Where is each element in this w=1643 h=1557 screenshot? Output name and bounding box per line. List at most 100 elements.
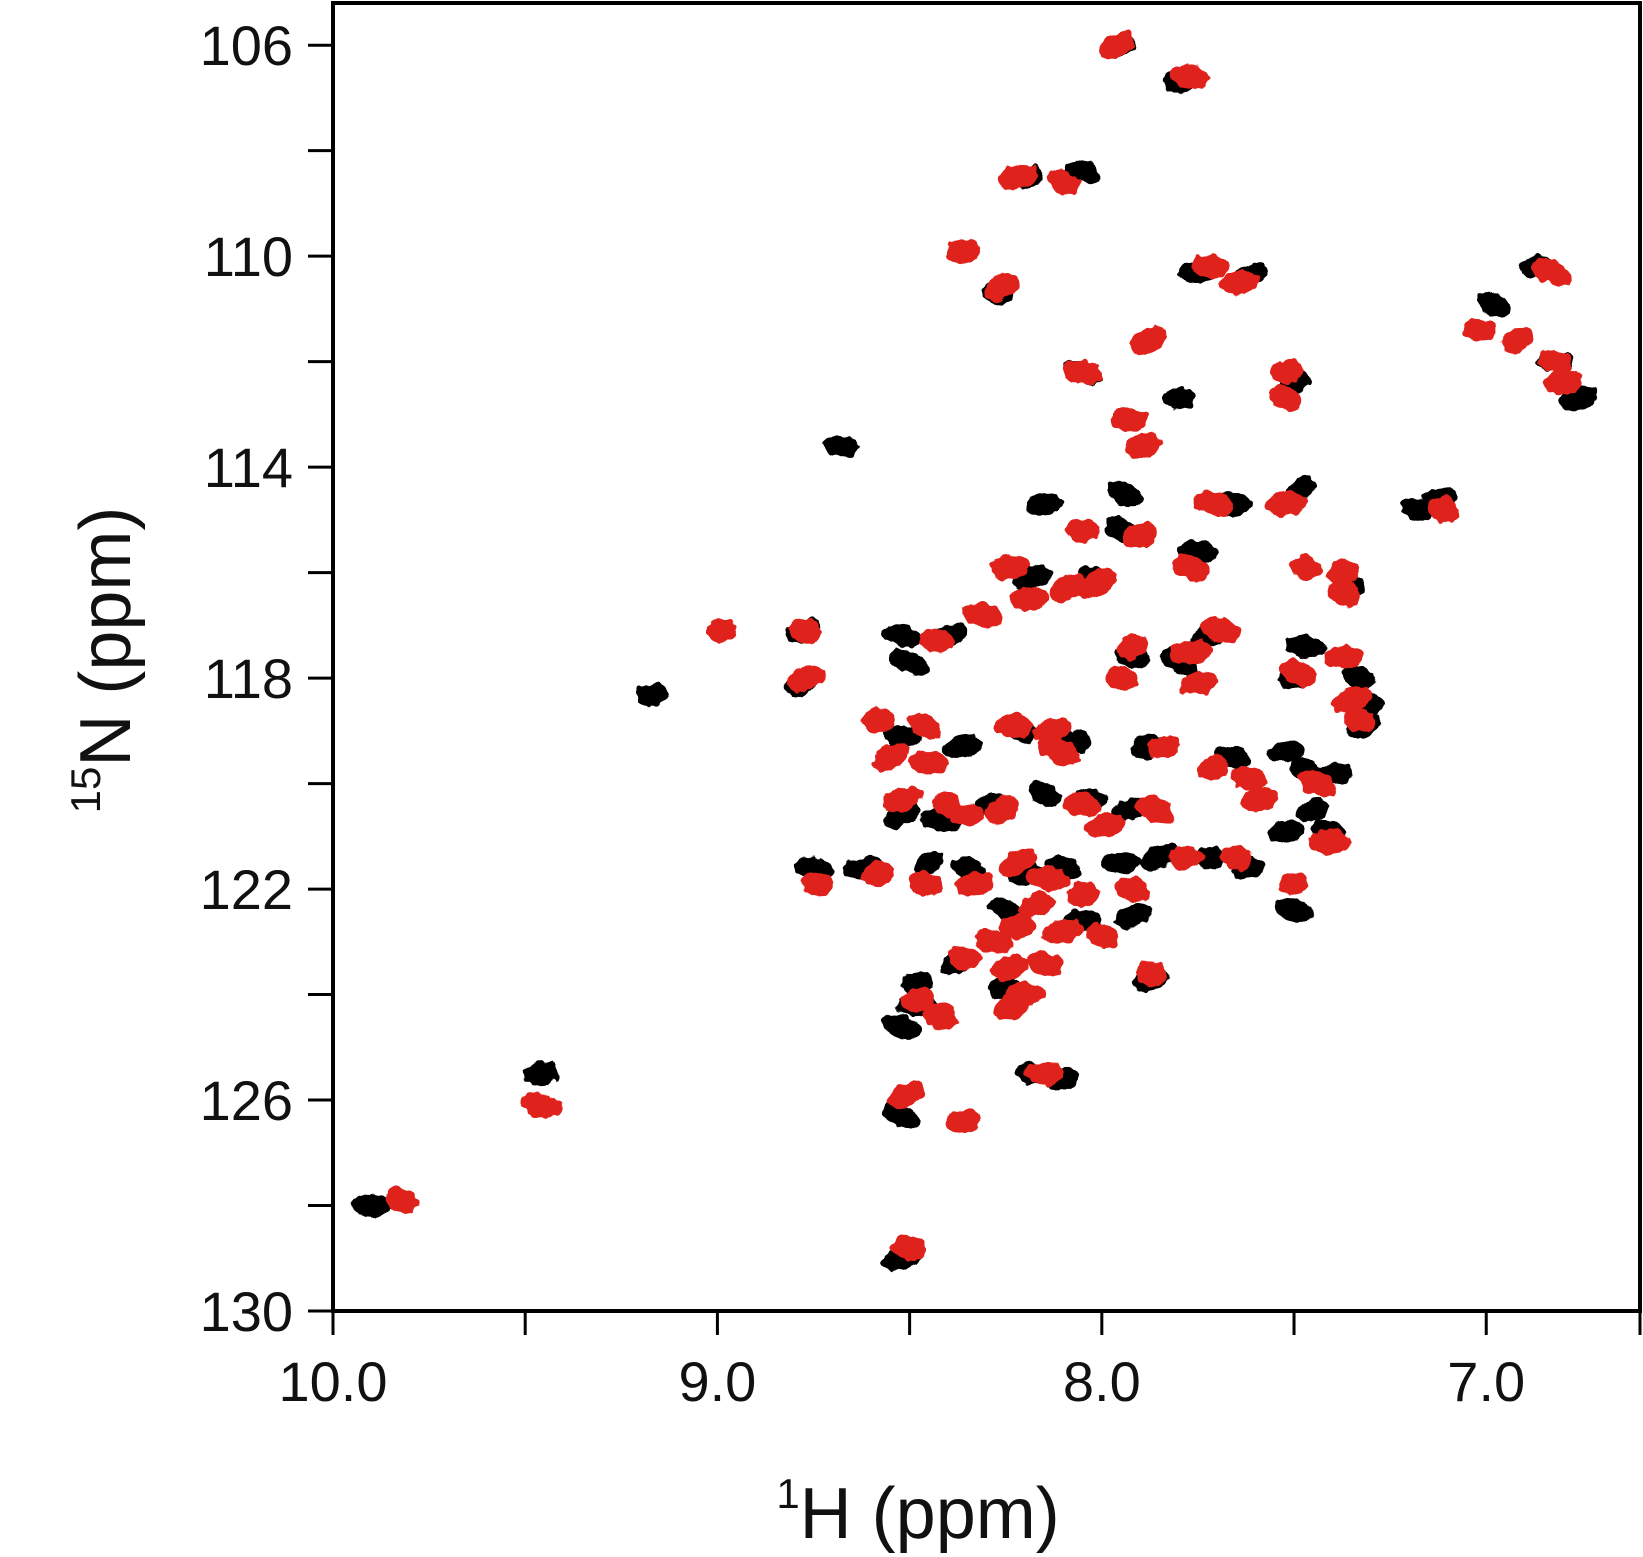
- peak-point: [1085, 813, 1126, 839]
- peak-point: [992, 955, 1028, 981]
- peak-point: [994, 990, 1033, 1020]
- y-tick-label: 118: [204, 647, 293, 710]
- peak-point: [1135, 961, 1168, 986]
- peak-point: [1190, 254, 1229, 280]
- peak-point: [1537, 348, 1573, 375]
- peak-point: [923, 1002, 958, 1029]
- peak-point: [946, 945, 981, 970]
- peak-point: [1279, 659, 1316, 687]
- peak-point: [1298, 769, 1336, 798]
- peak-point: [984, 274, 1019, 302]
- peak-point: [1110, 407, 1147, 432]
- peak-point: [1324, 644, 1364, 670]
- peak-point: [1048, 574, 1087, 602]
- peak-point: [1273, 897, 1315, 923]
- x-axis-title: 1H (ppm): [776, 1470, 1059, 1554]
- peak-point: [351, 1194, 392, 1217]
- peak-point: [1267, 819, 1306, 843]
- peak-point: [950, 803, 985, 828]
- peak-point: [1180, 671, 1216, 696]
- peaks-layer: [351, 31, 1598, 1271]
- peak-point: [1027, 866, 1069, 891]
- peak-point: [913, 850, 944, 876]
- peak-point: [1018, 891, 1055, 919]
- peak-point: [1065, 518, 1100, 543]
- peak-point: [1169, 639, 1212, 664]
- peak-point: [1117, 633, 1148, 660]
- peak-point: [1135, 795, 1176, 825]
- y-tick-label: 110: [204, 225, 293, 288]
- peak-point: [989, 555, 1030, 580]
- peak-point: [999, 913, 1036, 939]
- peak-point: [886, 1081, 925, 1109]
- peak-point: [1326, 580, 1362, 607]
- peak-point: [822, 434, 859, 458]
- peak-point: [1289, 555, 1322, 580]
- y-tick-label: 130: [200, 1280, 293, 1343]
- peak-point: [1500, 327, 1534, 354]
- peak-point: [789, 617, 822, 644]
- y-axis-title-superscript: 15: [62, 767, 109, 814]
- peak-point: [1544, 370, 1583, 395]
- peak-point: [918, 629, 955, 654]
- peak-point: [946, 238, 981, 263]
- peak-point: [1220, 270, 1260, 295]
- peak-point: [1240, 787, 1279, 812]
- peak-point: [881, 786, 923, 813]
- y-tick-label: 122: [200, 858, 293, 921]
- peak-point: [1147, 734, 1180, 759]
- peak-point: [882, 1013, 921, 1039]
- peak-point: [956, 871, 994, 896]
- peak-point: [1307, 829, 1350, 854]
- peak-point: [998, 848, 1036, 878]
- x-tick-label: 10.0: [279, 1350, 388, 1413]
- peak-point: [1162, 387, 1195, 410]
- peak-point: [787, 665, 825, 691]
- y-axis-title-text: N (ppm): [66, 507, 146, 767]
- x-tick-label: 8.0: [1063, 1350, 1141, 1413]
- peak-point: [1042, 918, 1085, 944]
- y-tick-label: 106: [200, 14, 293, 77]
- peak-point: [1104, 665, 1138, 691]
- y-axis-ticks: 106 110 114 118 122 126 130: [200, 14, 333, 1343]
- peak-point: [996, 164, 1038, 190]
- peak-point: [1278, 871, 1310, 897]
- peak-point: [889, 649, 930, 676]
- peak-point: [974, 929, 1014, 955]
- peak-point: [1101, 851, 1141, 874]
- peak-point: [962, 602, 1004, 628]
- peak-point: [1171, 554, 1209, 581]
- peak-point: [1269, 385, 1303, 412]
- peak-point: [984, 796, 1019, 824]
- peak-point: [1122, 522, 1158, 549]
- peak-point: [520, 1092, 562, 1119]
- peak-point: [1428, 496, 1460, 523]
- x-tick-label: 9.0: [678, 1350, 756, 1413]
- peak-point: [522, 1062, 559, 1085]
- peak-point: [801, 871, 834, 896]
- peak-point: [1170, 64, 1211, 89]
- peak-point: [1531, 257, 1572, 287]
- peak-point: [994, 713, 1033, 738]
- peak-point: [1462, 317, 1495, 343]
- peak-point: [1099, 31, 1135, 60]
- peak-point: [1129, 326, 1167, 355]
- y-tick-label: 114: [204, 436, 293, 499]
- peak-point: [1270, 359, 1303, 385]
- y-axis-title: 15N (ppm): [62, 507, 146, 814]
- peak-point: [1025, 1061, 1064, 1086]
- peak-point: [862, 860, 896, 886]
- peak-point: [1113, 902, 1152, 928]
- peak-point: [947, 1108, 980, 1134]
- plot-frame: [331, 1, 1642, 1313]
- peak-point: [1296, 798, 1330, 822]
- peak-point: [891, 1235, 928, 1260]
- peak-point: [1047, 169, 1079, 195]
- peak-point: [1219, 844, 1254, 870]
- peak-point: [1025, 492, 1063, 516]
- peak-point: [1284, 635, 1327, 658]
- peak-point: [1201, 617, 1241, 644]
- peak-point: [1193, 491, 1233, 517]
- peak-point: [1025, 950, 1063, 976]
